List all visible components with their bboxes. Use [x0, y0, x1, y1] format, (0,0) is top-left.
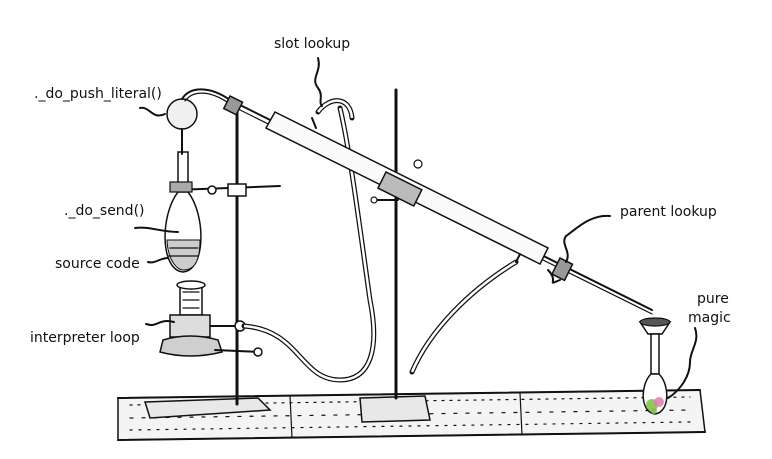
rubber-hoses [241, 98, 519, 383]
label-do-send: ._do_send() [64, 203, 145, 219]
label-pure: pure [697, 291, 729, 307]
label-slot-lookup: slot lookup [274, 36, 350, 52]
label-parent-lookup: parent lookup [620, 204, 717, 220]
label-push-literal: ._do_push_literal() [34, 86, 162, 102]
leader-lines [134, 57, 698, 399]
receiving-flask [638, 317, 672, 415]
labels: ._do_push_literal() slot lookup ._do_sen… [30, 36, 731, 346]
burner [159, 280, 263, 357]
label-magic: magic [688, 310, 731, 326]
middle-retort-stand [359, 88, 431, 423]
round-flask [164, 151, 202, 273]
bulb-and-tube [166, 88, 231, 155]
condenser [222, 94, 653, 315]
label-source-code: source code [55, 256, 140, 272]
label-interpreter-loop: interpreter loop [30, 330, 140, 346]
left-retort-stand [143, 105, 281, 419]
